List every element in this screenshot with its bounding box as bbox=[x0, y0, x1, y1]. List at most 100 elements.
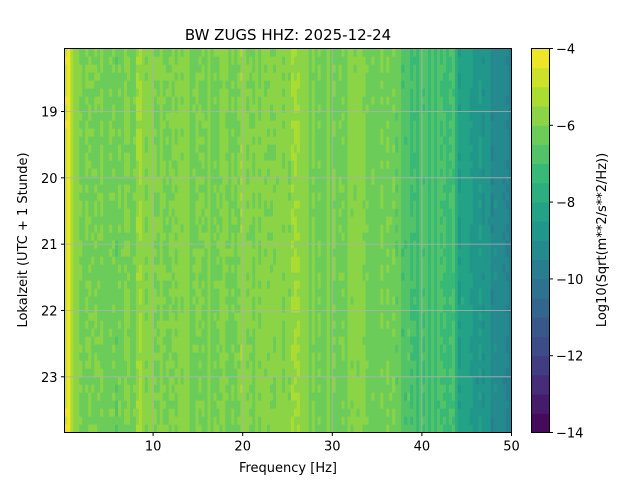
heatmap-cell bbox=[484, 232, 489, 241]
heatmap-cell bbox=[311, 192, 316, 201]
heatmap-cell bbox=[252, 248, 256, 257]
heatmap-cell bbox=[302, 192, 307, 201]
heatmap-cell bbox=[76, 224, 80, 233]
heatmap-cell bbox=[222, 56, 226, 65]
heatmap-cell bbox=[284, 304, 289, 313]
heatmap-cell bbox=[150, 296, 155, 305]
heatmap-cell bbox=[141, 168, 146, 177]
heatmap-cell bbox=[67, 280, 71, 289]
heatmap-cell bbox=[88, 144, 92, 153]
heatmap-cell bbox=[177, 152, 182, 161]
heatmap-cell bbox=[493, 264, 497, 273]
heatmap-cell bbox=[252, 112, 256, 121]
heatmap-cell bbox=[365, 216, 369, 225]
heatmap-cell bbox=[439, 184, 444, 193]
heatmap-cell bbox=[156, 104, 161, 113]
heatmap-cell bbox=[487, 200, 492, 209]
heatmap-cell bbox=[353, 80, 357, 89]
heatmap-cell bbox=[475, 224, 480, 233]
heatmap-cell bbox=[198, 248, 202, 257]
heatmap-cell bbox=[94, 208, 98, 217]
heatmap-cell bbox=[356, 304, 360, 313]
heatmap-cell bbox=[144, 104, 149, 113]
heatmap-cell bbox=[490, 304, 495, 313]
heatmap-cell bbox=[463, 152, 468, 161]
heatmap-cell bbox=[398, 64, 402, 73]
heatmap-cell bbox=[67, 168, 71, 177]
heatmap-cell bbox=[150, 104, 155, 113]
heatmap-cell bbox=[195, 56, 199, 65]
heatmap-cell bbox=[240, 224, 244, 233]
heatmap-cell bbox=[85, 176, 89, 185]
heatmap-cell bbox=[159, 168, 164, 177]
heatmap-cell bbox=[436, 184, 441, 193]
heatmap-cell bbox=[508, 120, 512, 129]
heatmap-cell bbox=[472, 56, 477, 65]
heatmap-cell bbox=[129, 264, 134, 273]
heatmap-cell bbox=[124, 296, 128, 305]
heatmap-cell bbox=[240, 128, 244, 137]
heatmap-cell bbox=[225, 48, 229, 57]
heatmap-cell bbox=[428, 184, 432, 193]
heatmap-cell bbox=[290, 192, 295, 201]
heatmap-cell bbox=[88, 280, 92, 289]
heatmap-cell bbox=[314, 168, 319, 177]
heatmap-cell bbox=[478, 56, 483, 65]
heatmap-cell bbox=[240, 96, 244, 105]
heatmap-cell bbox=[317, 288, 322, 297]
heatmap-cell bbox=[416, 96, 420, 105]
heatmap-cell bbox=[267, 184, 271, 193]
heatmap-cell bbox=[392, 192, 396, 201]
heatmap-cell bbox=[287, 240, 292, 249]
heatmap-cell bbox=[386, 120, 390, 129]
heatmap-cell bbox=[118, 48, 122, 57]
heatmap-cell bbox=[434, 256, 438, 265]
heatmap-cell bbox=[419, 64, 423, 73]
heatmap-cell bbox=[490, 112, 495, 121]
heatmap-cell bbox=[320, 224, 325, 233]
heatmap-cell bbox=[216, 224, 220, 233]
heatmap-cell bbox=[141, 64, 146, 73]
heatmap-cell bbox=[436, 120, 441, 129]
heatmap-cell bbox=[320, 112, 325, 121]
heatmap-cell bbox=[126, 56, 131, 65]
heatmap-cell bbox=[478, 152, 483, 161]
heatmap-cell bbox=[431, 96, 435, 105]
heatmap-cell bbox=[466, 304, 471, 313]
heatmap-cell bbox=[183, 88, 187, 97]
heatmap-cell bbox=[144, 152, 149, 161]
heatmap-cell bbox=[296, 288, 301, 297]
heatmap-cell bbox=[284, 120, 289, 129]
heatmap-cell bbox=[431, 304, 435, 313]
heatmap-cell bbox=[347, 192, 351, 201]
heatmap-cell bbox=[153, 232, 158, 241]
heatmap-cell bbox=[383, 64, 387, 73]
heatmap-cell bbox=[448, 48, 453, 57]
heatmap-cell bbox=[472, 160, 477, 169]
heatmap-cell bbox=[204, 128, 208, 137]
heatmap-cell bbox=[377, 72, 381, 81]
heatmap-cell bbox=[183, 128, 187, 137]
heatmap-cell bbox=[439, 224, 444, 233]
heatmap-cell bbox=[207, 192, 211, 201]
heatmap-cell bbox=[159, 192, 164, 201]
heatmap-cell bbox=[395, 296, 399, 305]
heatmap-cell bbox=[314, 144, 319, 153]
heatmap-cell bbox=[463, 256, 468, 265]
heatmap-cell bbox=[374, 152, 378, 161]
heatmap-cell bbox=[332, 72, 337, 81]
heatmap-cell bbox=[198, 160, 202, 169]
heatmap-cell bbox=[505, 304, 509, 313]
heatmap-cell bbox=[228, 224, 232, 233]
heatmap-cell bbox=[150, 192, 155, 201]
heatmap-cell bbox=[431, 200, 435, 209]
heatmap-cell bbox=[144, 48, 149, 57]
heatmap-cell bbox=[222, 288, 226, 297]
heatmap-cell bbox=[448, 152, 453, 161]
heatmap-cell bbox=[162, 176, 167, 185]
heatmap-cell bbox=[240, 200, 244, 209]
heatmap-cell bbox=[231, 104, 235, 113]
heatmap-cell bbox=[290, 80, 295, 89]
heatmap-cell bbox=[94, 176, 98, 185]
heatmap-cell bbox=[469, 304, 474, 313]
